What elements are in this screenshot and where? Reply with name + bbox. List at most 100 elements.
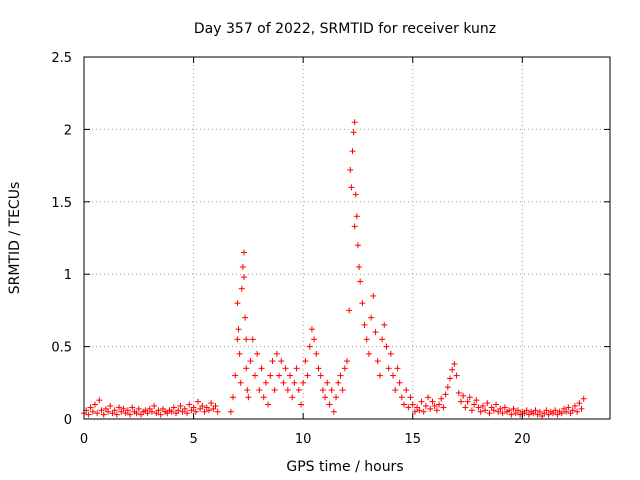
data-point	[405, 404, 412, 411]
grid-layer	[84, 57, 610, 419]
data-point	[289, 394, 296, 401]
data-point	[396, 379, 403, 386]
data-point	[155, 407, 162, 414]
data-point	[385, 365, 392, 372]
data-point	[479, 402, 486, 409]
data-point	[265, 401, 272, 408]
data-point	[571, 402, 578, 409]
data-point	[168, 408, 175, 415]
data-point	[368, 314, 375, 321]
y-tick-label: 1.5	[51, 196, 72, 211]
y-tick-label: 0	[64, 413, 72, 428]
data-point	[319, 387, 326, 394]
data-point	[306, 343, 313, 350]
data-point	[490, 407, 497, 414]
data-point	[317, 372, 324, 379]
data-point	[234, 336, 241, 343]
data-point	[387, 350, 394, 357]
data-point	[148, 408, 155, 415]
data-point	[346, 307, 353, 314]
data-point	[300, 379, 307, 386]
data-point	[129, 404, 136, 411]
data-point	[254, 350, 261, 357]
data-point	[262, 379, 269, 386]
data-point	[425, 394, 432, 401]
data-point	[326, 401, 333, 408]
data-point	[344, 358, 350, 365]
data-point	[508, 411, 515, 418]
plot-frame	[83, 56, 611, 420]
data-point	[514, 407, 521, 414]
data-point	[238, 285, 245, 292]
data-point	[418, 398, 425, 405]
data-point	[409, 401, 416, 408]
data-point	[569, 407, 576, 414]
data-point	[87, 404, 94, 411]
x-tick-label: 10	[295, 432, 312, 447]
data-point	[302, 358, 309, 365]
data-point	[304, 372, 311, 379]
data-point	[499, 410, 506, 417]
data-point	[232, 372, 239, 379]
data-point	[356, 263, 363, 270]
data-point	[328, 387, 335, 394]
data-point	[249, 336, 256, 343]
data-point	[194, 398, 201, 405]
y-tick-label: 0.5	[51, 341, 72, 356]
data-point	[181, 405, 188, 412]
data-point	[322, 394, 329, 401]
data-point	[552, 407, 559, 414]
data-point	[89, 408, 96, 415]
data-point	[376, 372, 383, 379]
data-point	[453, 372, 460, 379]
data-point	[462, 404, 469, 411]
data-point	[403, 387, 410, 394]
data-point	[392, 387, 399, 394]
data-point	[212, 402, 219, 409]
data-point	[278, 358, 285, 365]
data-point	[157, 411, 164, 418]
data-point	[506, 407, 513, 414]
data-point	[351, 223, 358, 230]
data-point	[335, 379, 342, 386]
data-point	[407, 394, 414, 401]
data-point	[473, 397, 480, 404]
data-point	[468, 407, 475, 414]
data-point	[98, 407, 105, 414]
data-point	[574, 408, 581, 415]
data-point	[420, 408, 427, 415]
data-point	[381, 321, 388, 328]
y-tick-label: 1	[64, 268, 72, 283]
data-point	[107, 402, 114, 409]
data-point	[449, 366, 456, 373]
data-point	[256, 387, 263, 394]
data-point	[411, 408, 418, 415]
data-point	[276, 372, 283, 379]
data-point	[563, 408, 570, 415]
x-tick-label: 0	[80, 432, 88, 447]
data-point	[242, 314, 249, 321]
data-point	[580, 395, 587, 402]
data-point	[337, 372, 344, 379]
data-point	[313, 350, 320, 357]
data-point	[190, 404, 197, 411]
data-point	[293, 365, 300, 372]
data-point	[374, 358, 381, 365]
y-axis-label: SRMTID / TECUs	[7, 182, 23, 295]
data-point	[341, 365, 348, 372]
data-point	[482, 407, 489, 414]
data-point	[348, 184, 355, 191]
data-point	[400, 401, 407, 408]
data-point	[436, 401, 443, 408]
data-point	[379, 336, 386, 343]
data-point	[186, 401, 193, 408]
data-point	[440, 404, 447, 411]
data-point	[240, 249, 247, 256]
data-point	[433, 407, 440, 414]
data-point	[247, 358, 254, 365]
data-point	[359, 300, 366, 307]
data-point	[471, 401, 478, 408]
data-point	[510, 405, 517, 412]
data-point	[239, 263, 246, 270]
